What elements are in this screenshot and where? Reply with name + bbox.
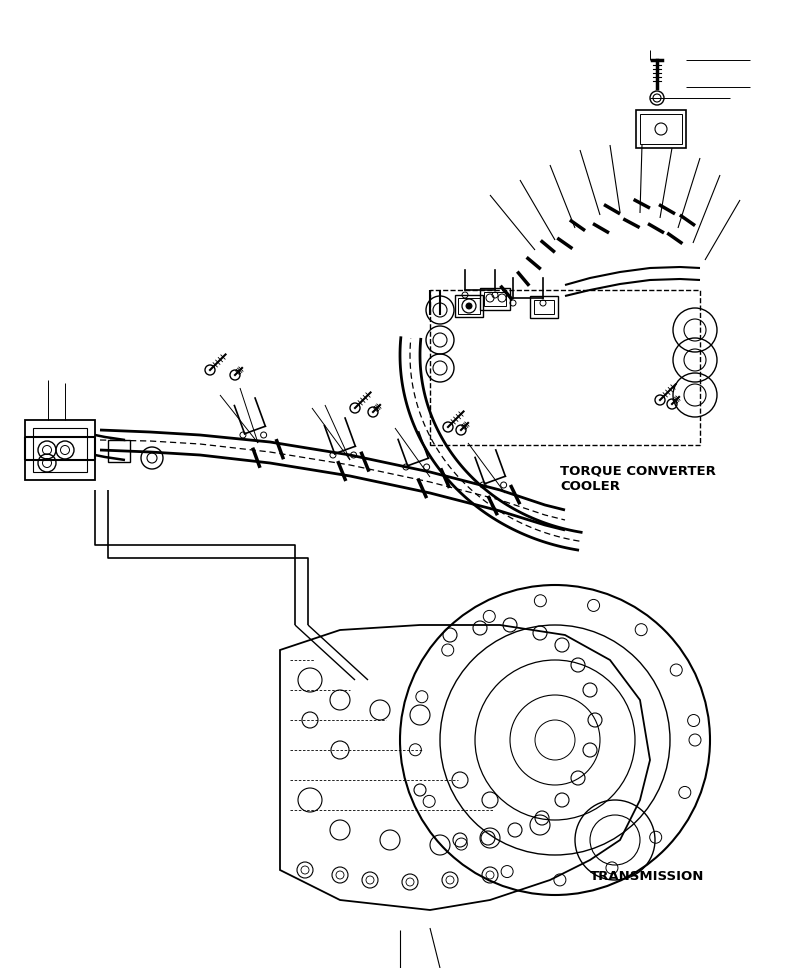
- Bar: [636, 110, 686, 148]
- Bar: [640, 114, 682, 144]
- Bar: [430, 290, 700, 445]
- Bar: [25, 420, 95, 480]
- Bar: [455, 295, 483, 317]
- Bar: [484, 292, 506, 306]
- Bar: [534, 300, 554, 314]
- Bar: [530, 296, 558, 318]
- Text: TRANSMISSION: TRANSMISSION: [590, 870, 704, 883]
- Bar: [33, 428, 87, 472]
- Bar: [480, 288, 510, 310]
- Circle shape: [466, 303, 472, 309]
- Text: TORQUE CONVERTER
COOLER: TORQUE CONVERTER COOLER: [560, 465, 716, 493]
- Bar: [458, 298, 480, 314]
